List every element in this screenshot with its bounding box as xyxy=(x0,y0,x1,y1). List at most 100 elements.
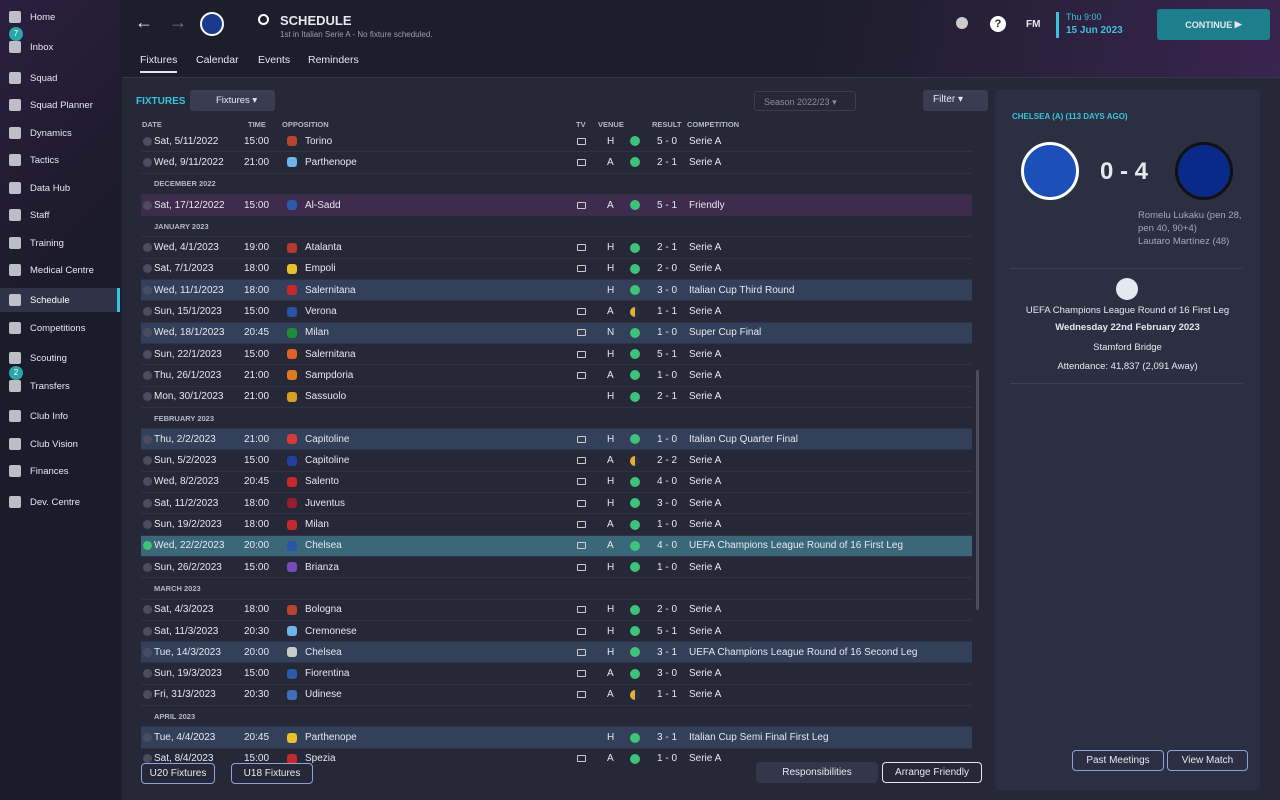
nav-item[interactable]: Medical Centre xyxy=(0,258,120,282)
fixture-date[interactable]: Sat, 4/3/2023 xyxy=(154,604,214,616)
fixture-row[interactable]: Wed, 9/11/2022 21:00 Parthenope A 2 - 1 Serie… xyxy=(141,152,972,174)
fixture-date[interactable]: Sat, 17/12/2022 xyxy=(154,199,225,211)
fixture-date[interactable]: Tue, 14/3/2023 xyxy=(154,646,221,658)
fixture-row[interactable]: Sun, 19/3/2023 15:00 Fiorentina A 3 - 0 Serie… xyxy=(141,664,972,685)
fixture-date[interactable]: Mon, 30/1/2023 xyxy=(154,391,224,403)
nav-item[interactable]: Home xyxy=(0,5,120,29)
nav-label[interactable]: Medical Centre xyxy=(30,264,94,276)
fixture-row[interactable]: Sat, 11/2/2023 18:00 Juventus H 3 - 0 Serie A xyxy=(141,493,972,515)
search-icon[interactable] xyxy=(258,14,269,25)
opponent[interactable]: Milan xyxy=(305,327,329,339)
opponent[interactable]: Sassuolo xyxy=(305,391,347,403)
nav-item[interactable]: Training xyxy=(0,231,120,255)
forward-button[interactable]: → xyxy=(169,12,187,32)
column-header[interactable]: OPPOSITION xyxy=(282,120,329,129)
column-header[interactable]: COMPETITION xyxy=(687,120,740,129)
nav-item[interactable]: Schedule xyxy=(0,288,120,312)
nav-item[interactable]: Dynamics xyxy=(0,121,120,145)
continue-label[interactable]: CONTINUE xyxy=(1185,19,1233,30)
back-button[interactable]: ← xyxy=(135,12,153,32)
opponent[interactable]: Fiorentina xyxy=(305,668,350,680)
fixture-date[interactable]: Wed, 4/1/2023 xyxy=(154,242,219,254)
nav-label[interactable]: Dev. Centre xyxy=(30,496,80,508)
column-header[interactable]: TIME xyxy=(248,120,266,129)
opponent[interactable]: Bologna xyxy=(305,604,342,616)
nav-label[interactable]: Squad xyxy=(30,72,58,84)
button[interactable]: U20 Fixtures xyxy=(141,763,215,784)
fixture-date[interactable]: Sat, 11/3/2023 xyxy=(154,625,219,637)
opponent[interactable]: Salernitana xyxy=(305,348,356,360)
button[interactable]: View Match xyxy=(1167,750,1248,771)
nav-label[interactable]: Tactics xyxy=(30,154,60,166)
fixture-date[interactable]: Sat, 8/4/2023 xyxy=(154,753,214,765)
club-crest[interactable] xyxy=(200,12,224,36)
fixture-row[interactable]: Tue, 4/4/2023 20:45 Parthenope H 3 - 1 Italia… xyxy=(141,727,972,749)
fixture-row[interactable]: Tue, 14/3/2023 20:00 Chelsea H 3 - 1 UEFA Cha… xyxy=(141,642,972,664)
opponent[interactable]: Verona xyxy=(305,306,337,318)
fixture-date[interactable]: Sun, 19/2/2023 xyxy=(154,519,222,531)
fixture-date[interactable]: Sun, 19/3/2023 xyxy=(154,668,222,680)
fixture-date[interactable]: Sat, 5/11/2022 xyxy=(154,135,219,147)
opponent[interactable]: Capitoline xyxy=(305,455,350,467)
nav-label[interactable]: Transfers xyxy=(30,380,70,392)
opponent[interactable]: Atalanta xyxy=(305,242,342,254)
fixture-row[interactable]: Sun, 5/2/2023 15:00 Capitoline A 2 - 2 Serie … xyxy=(141,451,972,472)
opponent[interactable]: Juventus xyxy=(305,497,346,509)
season-label[interactable]: Season 2022/23 xyxy=(764,97,830,107)
tab[interactable]: Events xyxy=(258,54,291,66)
opponent[interactable]: Al-Sadd xyxy=(305,199,341,211)
continue-button[interactable]: CONTINUE ▶ xyxy=(1157,9,1270,40)
fixture-row[interactable]: Fri, 31/3/2023 20:30 Udinese A 1 - 1 Serie A xyxy=(141,685,972,707)
opponent[interactable]: Sampdoria xyxy=(305,369,354,381)
fixture-date[interactable]: Sun, 22/1/2023 xyxy=(154,348,222,360)
nav-label[interactable]: Club Vision xyxy=(30,438,78,450)
opponent[interactable]: Salento xyxy=(305,476,339,488)
opponent[interactable]: Chelsea xyxy=(305,540,342,552)
button[interactable]: Past Meetings xyxy=(1072,750,1164,771)
fixture-row[interactable]: Wed, 8/2/2023 20:45 Salento H 4 - 0 Serie A xyxy=(141,472,972,494)
column-header[interactable]: VENUE xyxy=(598,120,624,129)
tab[interactable]: Calendar xyxy=(196,54,239,66)
fixture-date[interactable]: Wed, 8/2/2023 xyxy=(154,476,219,488)
fixture-date[interactable]: Fri, 31/3/2023 xyxy=(154,689,216,701)
nav-label[interactable]: Club Info xyxy=(30,410,69,422)
column-header[interactable]: RESULT xyxy=(652,120,682,129)
nav-item[interactable]: Club Vision xyxy=(0,432,120,456)
fixture-row[interactable]: Wed, 22/2/2023 20:00 Chelsea A 4 - 0 UEFA Cha… xyxy=(141,535,972,557)
fixture-date[interactable]: Tue, 4/4/2023 xyxy=(154,732,216,744)
fixture-date[interactable]: Sun, 5/2/2023 xyxy=(154,455,217,467)
fixture-row[interactable]: Sat, 17/12/2022 15:00 Al-Sadd A 5 - 1 Friendl… xyxy=(141,194,972,217)
nav-item[interactable]: Staff xyxy=(0,203,120,227)
nav-item[interactable]: Squad Planner xyxy=(0,93,120,117)
award-icon[interactable] xyxy=(956,17,968,29)
nav-item[interactable]: Squad xyxy=(0,66,120,90)
fixture-row[interactable]: Thu, 2/2/2023 21:00 Capitoline H 1 - 0 Italia… xyxy=(141,429,972,451)
nav-item[interactable]: Scouting xyxy=(0,346,120,370)
opponent[interactable]: Parthenope xyxy=(305,156,357,168)
fixture-row[interactable]: Sat, 8/4/2023 15:00 Spezia A 1 - 0 Serie A xyxy=(141,749,972,767)
nav-item[interactable]: Data Hub xyxy=(0,176,120,200)
nav-label[interactable]: Competitions xyxy=(30,322,86,334)
fixture-row[interactable]: Sun, 22/1/2023 15:00 Salernitana H 5 - 1 Seri… xyxy=(141,344,972,366)
fixture-row[interactable]: Thu, 26/1/2023 21:00 Sampdoria A 1 - 0 Serie … xyxy=(141,365,972,387)
opponent[interactable]: Torino xyxy=(305,135,333,147)
opponent[interactable]: Spezia xyxy=(305,753,336,765)
column-header[interactable]: TV xyxy=(576,120,586,129)
fixture-row[interactable]: Wed, 18/1/2023 20:45 Milan N 1 - 0 Super Cup … xyxy=(141,322,972,344)
nav-label[interactable]: Scouting xyxy=(30,352,67,364)
fixture-row[interactable]: Sat, 11/3/2023 20:30 Cremonese H 5 - 1 Serie … xyxy=(141,621,972,643)
nav-label[interactable]: Data Hub xyxy=(30,182,71,194)
fixture-date[interactable]: Wed, 11/1/2023 xyxy=(154,284,224,296)
nav-item[interactable]: Club Info xyxy=(0,404,120,428)
fixture-date[interactable]: Sat, 11/2/2023 xyxy=(154,497,219,509)
nav-item[interactable]: Inbox 7 xyxy=(0,27,120,59)
nav-item[interactable]: Transfers 2 xyxy=(0,366,120,398)
opponent[interactable]: Udinese xyxy=(305,689,342,701)
opponent[interactable]: Brianza xyxy=(305,561,339,573)
fixture-row[interactable]: Sun, 15/1/2023 15:00 Verona A 1 - 1 Serie A xyxy=(141,301,972,323)
button[interactable]: U18 Fixtures xyxy=(231,763,313,784)
opponent[interactable]: Parthenope xyxy=(305,732,357,744)
fixture-date[interactable]: Wed, 9/11/2022 xyxy=(154,156,224,168)
opponent[interactable]: Salernitana xyxy=(305,284,356,296)
fixture-row[interactable]: Wed, 4/1/2023 19:00 Atalanta H 2 - 1 Serie A xyxy=(141,238,972,259)
